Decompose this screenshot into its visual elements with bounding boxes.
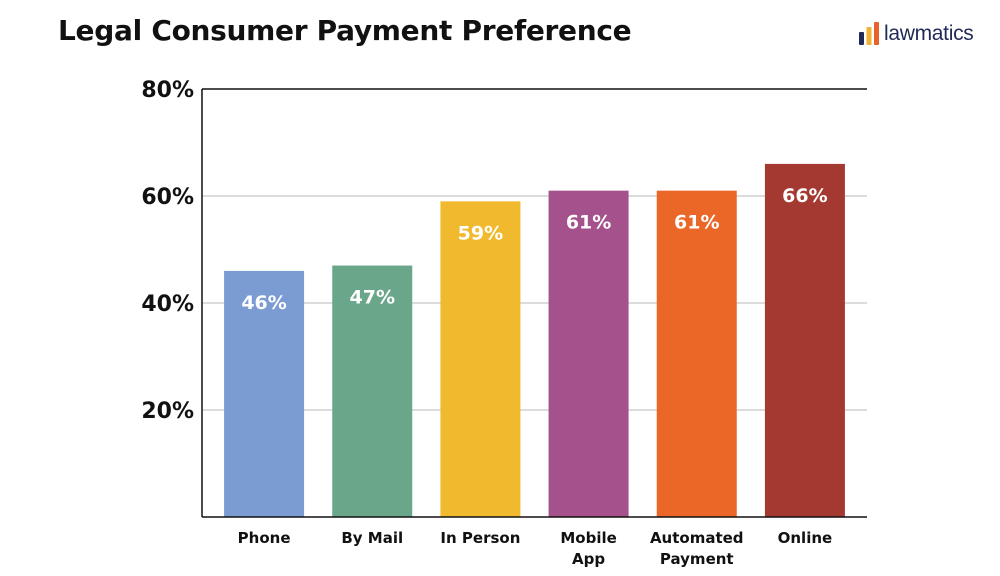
- data-label: 61%: [674, 212, 719, 234]
- y-tick-label: 40%: [141, 292, 194, 317]
- data-label: 59%: [458, 222, 503, 244]
- x-tick-label: Mobile App: [560, 529, 616, 568]
- data-label: 61%: [566, 212, 611, 234]
- bar: [224, 270, 305, 517]
- bar: [332, 265, 413, 517]
- bar: [656, 190, 737, 517]
- y-tick-label: 20%: [141, 399, 194, 424]
- x-tick-label: By Mail: [341, 529, 403, 547]
- bar-chart-logo-icon: [859, 22, 879, 45]
- bar: [548, 190, 629, 517]
- x-tick-label: In Person: [440, 529, 520, 547]
- bar: [764, 163, 845, 517]
- data-label: 46%: [241, 292, 286, 314]
- x-tick-label: Online: [778, 529, 833, 547]
- brand-logo: lawmatics: [858, 22, 974, 46]
- data-label: 66%: [782, 185, 827, 207]
- bar: [440, 201, 521, 517]
- y-tick-label: 80%: [141, 78, 194, 103]
- brand-name: lawmatics: [884, 22, 974, 45]
- x-tick-label: Phone: [238, 529, 291, 547]
- chart-title: Legal Consumer Payment Preference: [58, 14, 632, 47]
- y-tick-label: 60%: [141, 185, 194, 210]
- data-label: 47%: [350, 287, 395, 309]
- x-tick-label: Automated Payment: [650, 529, 744, 568]
